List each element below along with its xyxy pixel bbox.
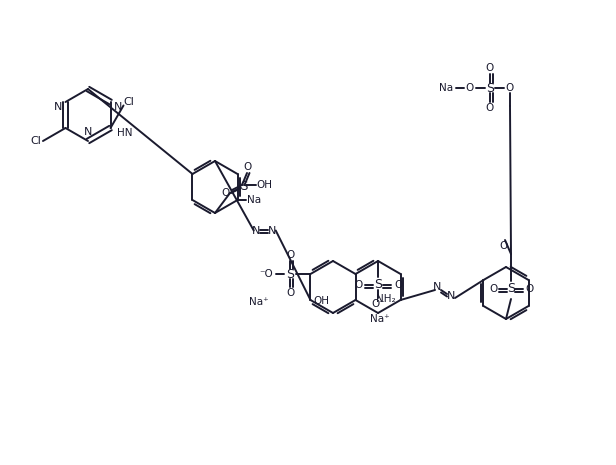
Text: O: O bbox=[525, 284, 533, 294]
Text: N: N bbox=[447, 291, 455, 301]
Text: Na⁺: Na⁺ bbox=[249, 297, 269, 307]
Text: OH: OH bbox=[256, 180, 272, 190]
Text: O: O bbox=[286, 250, 294, 260]
Text: O: O bbox=[354, 280, 362, 290]
Text: NH₂: NH₂ bbox=[376, 294, 396, 304]
Text: O: O bbox=[394, 280, 402, 290]
Text: S: S bbox=[286, 267, 294, 280]
Text: O: O bbox=[486, 63, 494, 73]
Text: S: S bbox=[240, 179, 248, 193]
Text: O: O bbox=[486, 103, 494, 113]
Text: Na: Na bbox=[248, 195, 262, 205]
Text: Na⁺: Na⁺ bbox=[370, 314, 390, 324]
Text: N: N bbox=[54, 101, 62, 112]
Text: O⁻: O⁻ bbox=[371, 299, 385, 309]
Text: N: N bbox=[267, 226, 276, 235]
Text: N: N bbox=[114, 101, 123, 112]
Text: O: O bbox=[222, 188, 230, 198]
Text: O: O bbox=[499, 241, 507, 251]
Text: S: S bbox=[374, 279, 382, 292]
Text: Cl: Cl bbox=[31, 136, 41, 146]
Text: ⁻O: ⁻O bbox=[259, 269, 274, 279]
Text: S: S bbox=[486, 81, 494, 94]
Text: N: N bbox=[251, 226, 260, 235]
Text: Cl: Cl bbox=[123, 98, 134, 107]
Text: OH: OH bbox=[313, 296, 329, 306]
Text: O: O bbox=[506, 83, 514, 93]
Text: O: O bbox=[286, 288, 294, 298]
Text: S: S bbox=[507, 283, 515, 295]
Text: N: N bbox=[84, 127, 92, 137]
Text: O: O bbox=[489, 284, 497, 294]
Text: O: O bbox=[244, 162, 252, 172]
Text: HN: HN bbox=[117, 127, 132, 138]
Text: O: O bbox=[466, 83, 474, 93]
Text: Na: Na bbox=[439, 83, 453, 93]
Text: N: N bbox=[433, 282, 441, 292]
